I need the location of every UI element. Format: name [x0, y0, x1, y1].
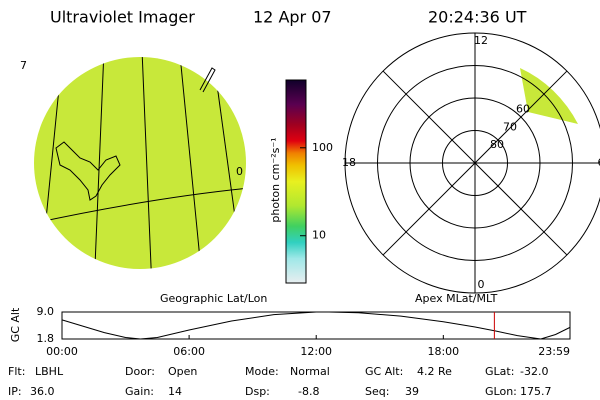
x-tick-label: 23:59	[538, 345, 570, 358]
y-tick-label: 9.0	[37, 305, 55, 318]
colorbar-label: photon cm⁻²s⁻¹	[269, 137, 282, 222]
alt-plot-frame	[61, 311, 571, 340]
field-label: GLat:	[485, 365, 514, 378]
field-label: GC Alt:	[365, 365, 403, 378]
colorbar-tick-label: 10	[312, 229, 326, 242]
mlt-label: 6	[598, 156, 600, 169]
field-value: 175.7	[520, 385, 552, 398]
mlt-label: 0	[478, 278, 485, 291]
title: Ultraviolet Imager	[50, 8, 195, 27]
mlt-label: 18	[342, 156, 356, 169]
edge-label: 0	[236, 165, 243, 178]
colorbar	[286, 80, 306, 283]
x-tick-label: 18:00	[427, 345, 459, 358]
ring-label: 70	[503, 120, 517, 133]
field-value: Open	[168, 365, 197, 378]
field-value: 4.2 Re	[417, 365, 452, 378]
y-axis-label: GC Alt	[9, 307, 22, 342]
field-label: Flt:	[8, 365, 25, 378]
y-tick-label: 1.8	[37, 332, 55, 345]
field-label: Door:	[125, 365, 155, 378]
field-label: Seq:	[365, 385, 389, 398]
x-tick-label: 06:00	[173, 345, 205, 358]
colorbar-tick-label: 100	[312, 141, 333, 154]
polar-image	[520, 68, 578, 124]
globe-image	[34, 57, 246, 269]
edge-label: 7	[20, 59, 27, 72]
time: 20:24:36 UT	[428, 8, 527, 27]
field-value: 36.0	[30, 385, 55, 398]
x-tick-label: 00:00	[46, 345, 78, 358]
x-tick-label: 12:00	[300, 345, 332, 358]
field-label: Gain:	[125, 385, 154, 398]
caption: Apex MLat/MLT	[415, 292, 498, 305]
caption: Geographic Lat/Lon	[160, 292, 267, 305]
field-value: LBHL	[35, 365, 64, 378]
field-value: 39	[405, 385, 419, 398]
field-label: Dsp:	[245, 385, 270, 398]
polar-spoke	[382, 70, 568, 256]
field-label: Mode:	[245, 365, 279, 378]
mlt-label: 12	[474, 34, 488, 47]
colorbar-frame	[285, 79, 307, 284]
field-label: IP:	[8, 385, 22, 398]
ring-label: 80	[490, 138, 504, 151]
field-value: Normal	[290, 365, 330, 378]
field-label: GLon:	[485, 385, 517, 398]
date: 12 Apr 07	[253, 8, 332, 27]
altitude-line	[61, 311, 571, 340]
ring-label: 60	[516, 102, 530, 115]
field-value: -8.8	[298, 385, 319, 398]
field-value: 14	[168, 385, 182, 398]
field-value: -32.0	[520, 365, 548, 378]
